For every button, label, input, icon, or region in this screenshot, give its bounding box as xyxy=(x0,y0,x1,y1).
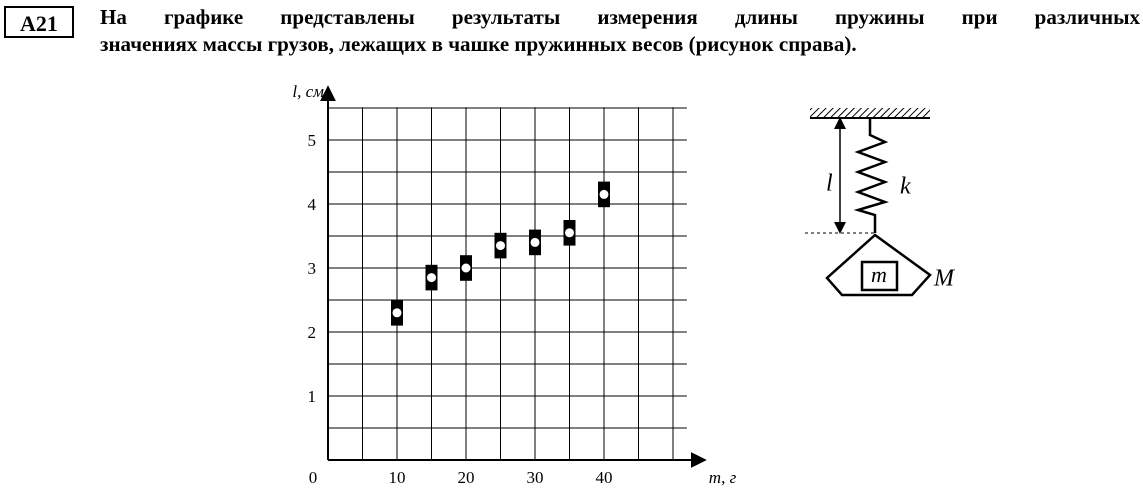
y-axis-label: l, см xyxy=(292,82,324,101)
y-tick-label: 4 xyxy=(308,195,317,214)
mass-label: m xyxy=(871,262,887,287)
data-point xyxy=(530,237,540,247)
data-point xyxy=(392,308,402,318)
data-point xyxy=(461,263,471,273)
text-line: На графике представлены результаты измер… xyxy=(100,5,1140,29)
x-tick-label: 10 xyxy=(389,468,406,487)
problem-number: A21 xyxy=(4,6,74,38)
problem-text: На графике представлены результаты измер… xyxy=(100,4,1140,58)
x-axis-label: m, г xyxy=(709,468,737,487)
pan-label: M xyxy=(933,266,956,292)
data-point xyxy=(496,241,505,251)
x-tick-label: 20 xyxy=(458,468,475,487)
length-label: l xyxy=(826,171,833,197)
ceiling xyxy=(810,108,930,118)
data-point xyxy=(427,273,436,283)
data-point xyxy=(565,228,574,238)
x-tick-label: 30 xyxy=(527,468,544,487)
data-point xyxy=(599,189,609,199)
pan xyxy=(825,233,932,297)
y-tick-label: 5 xyxy=(308,131,317,150)
y-tick-label: 1 xyxy=(308,387,317,406)
y-tick-label: 3 xyxy=(308,259,317,278)
x-tick-label: 40 xyxy=(596,468,613,487)
stiffness-label: k xyxy=(900,174,911,200)
text-line: значениях массы грузов, лежащих в чашке … xyxy=(100,32,857,56)
weight xyxy=(860,260,899,292)
spring-scale-figure: l k m M xyxy=(805,108,956,297)
spring xyxy=(853,118,889,233)
x-tick-label: 0 xyxy=(309,468,318,487)
y-tick-label: 2 xyxy=(308,323,317,342)
